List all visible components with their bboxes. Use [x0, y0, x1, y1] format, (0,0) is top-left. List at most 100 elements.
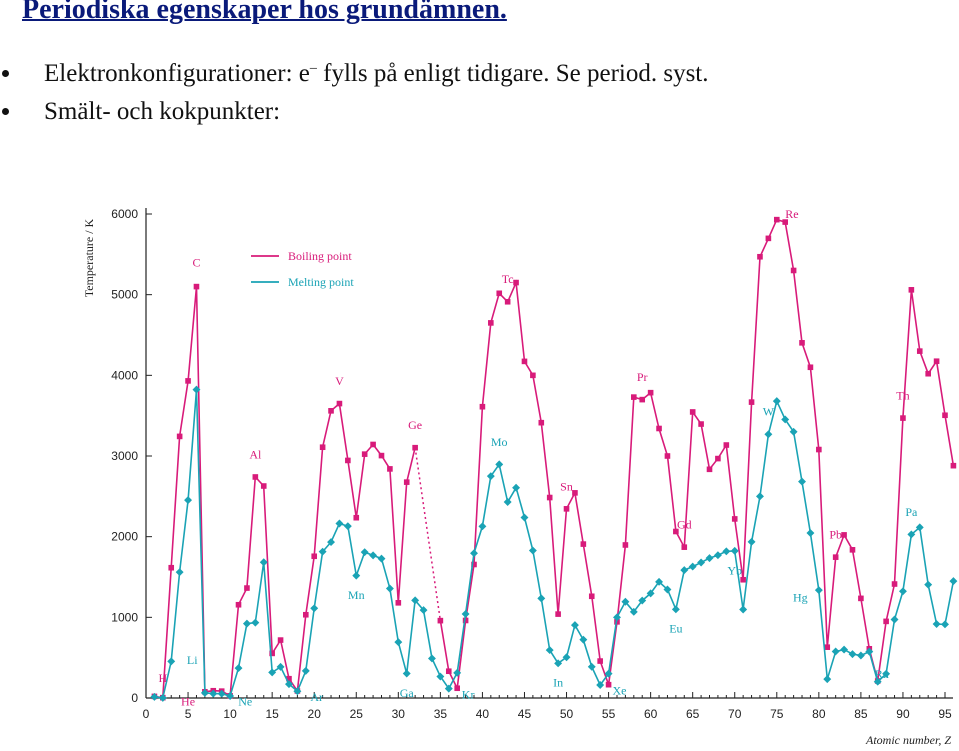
melting-point-marker — [856, 651, 865, 660]
element-label: Pa — [905, 505, 918, 519]
melting-point-marker — [781, 415, 790, 424]
melting-point-marker — [713, 551, 722, 560]
element-label: He — [181, 695, 195, 709]
x-tick-label: 80 — [812, 707, 826, 721]
boiling-point-marker — [345, 457, 351, 464]
bullet-electron-config: Elektronkonfigurationer: e– fylls på enl… — [0, 60, 959, 100]
boiling-point-marker — [521, 358, 528, 365]
boiling-point-marker — [731, 516, 738, 522]
element-label: Sn — [560, 479, 573, 493]
melting-point-marker — [167, 657, 176, 666]
boiling-series-line — [154, 286, 416, 699]
boiling-point-marker — [631, 394, 637, 400]
bullet-dot — [2, 70, 9, 77]
boiling-point-marker — [387, 466, 393, 472]
bullet-list: Elektronkonfigurationer: e– fylls på enl… — [0, 60, 959, 138]
y-tick-label: 1000 — [111, 610, 138, 624]
boiling-point-marker — [900, 415, 906, 421]
boiling-point-marker — [698, 421, 704, 427]
boiling-point-marker — [816, 446, 822, 453]
boiling-point-marker — [328, 408, 334, 414]
chart-legend: Boiling point Melting point — [251, 249, 354, 289]
melting-point-marker — [814, 586, 823, 595]
boiling-point-marker — [706, 466, 713, 473]
x-tick-label: 20 — [308, 707, 322, 721]
boiling-point-marker — [689, 409, 696, 415]
boiling-point-marker — [286, 675, 292, 682]
x-tick-label: 50 — [560, 707, 574, 721]
boiling-point-marker — [244, 585, 250, 591]
melting-point-marker — [234, 664, 243, 673]
boiling-point-marker — [883, 618, 889, 625]
boiling-point-marker — [185, 378, 191, 384]
melting-point-marker — [932, 620, 941, 628]
melting-point-marker — [613, 613, 621, 622]
melting-point-marker — [184, 496, 193, 505]
bullet-dot — [2, 108, 9, 115]
boiling-point-marker — [740, 576, 746, 583]
x-tick-label: 30 — [392, 707, 406, 721]
element-label: Pb — [829, 528, 842, 542]
melting-point-marker — [848, 650, 857, 659]
boiling-point-marker — [277, 637, 284, 643]
melting-point-marker — [402, 669, 411, 678]
melting-point-marker — [638, 596, 647, 605]
element-label: Al — [249, 447, 262, 461]
x-tick-label: 35 — [434, 707, 448, 721]
melting-point-marker — [579, 635, 588, 644]
x-axis-label: Atomic number, Z — [865, 733, 951, 747]
melting-point-marker — [554, 659, 563, 668]
boiling-point-marker — [336, 400, 343, 407]
boiling-legend-label: Boiling point — [288, 249, 352, 263]
boiling-point-marker — [647, 389, 654, 396]
melting-point-marker — [882, 669, 891, 678]
chart-series — [150, 216, 958, 702]
element-label: Mn — [348, 588, 365, 602]
chart-annotations: H He Li C Ne Al Ar V Mn Ge Ga Kr Tc Mo Sn In Xe Pr Gd Eu Re W… — [158, 207, 918, 709]
boiling-point-marker — [950, 462, 957, 469]
melting-point-marker — [251, 618, 260, 627]
element-label: Ge — [408, 418, 422, 432]
melting-series-line — [154, 389, 955, 699]
boiling-point-marker — [597, 658, 603, 664]
boiling-point-marker — [715, 455, 721, 462]
element-label: Re — [785, 207, 798, 221]
melting-point-marker — [520, 513, 529, 522]
x-tick-label: 0 — [143, 707, 150, 721]
y-tick-label: 6000 — [111, 207, 138, 221]
melting-point-marker — [941, 620, 949, 629]
boiling-point-marker — [479, 403, 486, 410]
melting-point-marker — [343, 522, 352, 531]
melting-point-marker — [385, 584, 394, 593]
boiling-point-marker — [656, 425, 662, 432]
melting-point-marker — [461, 609, 470, 618]
bullet-text-part2: fylls på enligt tidigare. Se period. sys… — [316, 60, 709, 87]
melting-point-marker — [478, 522, 487, 531]
melting-point-marker — [528, 546, 537, 555]
boiling-point-marker — [496, 290, 503, 297]
melting-point-marker — [369, 551, 378, 560]
melting-point-marker — [756, 492, 764, 501]
boiling-point-marker — [908, 287, 915, 293]
boiling-point-marker — [462, 617, 469, 624]
boiling-point-marker — [504, 298, 511, 305]
boiling-point-marker — [773, 216, 780, 223]
boiling-point-marker — [361, 451, 368, 457]
x-tick-label: 90 — [896, 707, 910, 721]
boiling-point-marker — [235, 601, 242, 608]
element-label: Xe — [613, 684, 627, 698]
melting-point-marker — [949, 577, 958, 586]
boiling-point-marker — [572, 490, 578, 496]
melting-point-marker — [764, 430, 773, 439]
boiling-point-marker — [252, 474, 259, 480]
melting-point-marker — [495, 460, 504, 469]
melting-point-marker — [840, 645, 849, 654]
boiling-point-marker — [193, 283, 200, 290]
y-axis-label: Temperature / K — [82, 218, 96, 297]
boiling-point-marker — [303, 611, 309, 618]
element-label: Gd — [677, 518, 692, 532]
melting-point-marker — [360, 548, 369, 557]
melting-point-marker — [175, 568, 184, 577]
melting-point-marker — [798, 477, 806, 486]
